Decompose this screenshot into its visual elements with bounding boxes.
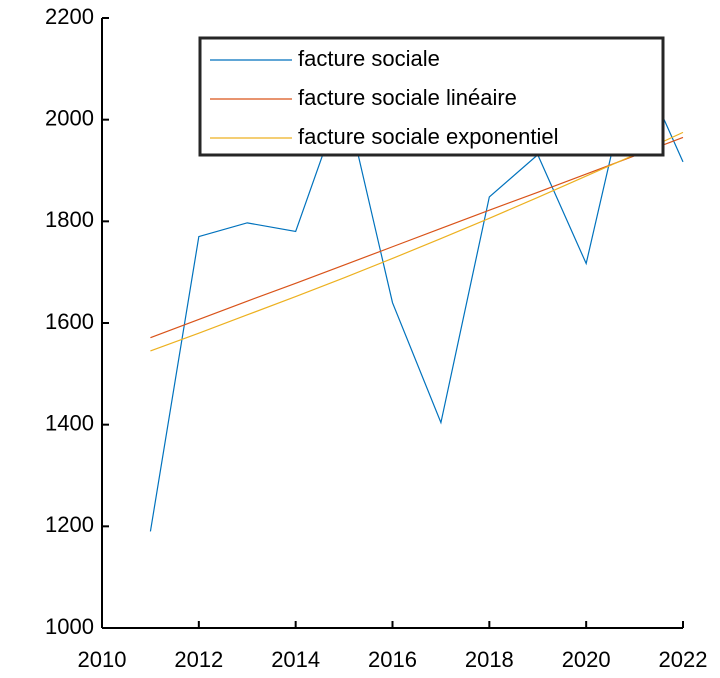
y-tick-label: 1000 bbox=[45, 614, 94, 639]
y-tick-label: 1800 bbox=[45, 207, 94, 232]
y-tick-label: 2200 bbox=[45, 4, 94, 29]
y-tick-label: 1400 bbox=[45, 410, 94, 435]
x-tick-label: 2020 bbox=[562, 647, 611, 672]
legend-label: facture sociale bbox=[298, 46, 440, 71]
legend-box bbox=[198, 36, 665, 157]
series-line bbox=[150, 136, 684, 339]
x-tick-label: 2022 bbox=[659, 647, 708, 672]
x-tick-label: 2012 bbox=[174, 647, 223, 672]
y-tick-label: 1600 bbox=[45, 309, 94, 334]
x-tick-label: 2014 bbox=[271, 647, 320, 672]
series-line bbox=[149, 51, 684, 532]
series-line bbox=[150, 131, 684, 352]
x-tick-label: 2016 bbox=[368, 647, 417, 672]
legend-label: facture sociale linéaire bbox=[298, 85, 517, 110]
x-tick-label: 2010 bbox=[78, 647, 127, 672]
legend-label: facture sociale exponentiel bbox=[298, 124, 559, 149]
y-tick-label: 2000 bbox=[45, 105, 94, 130]
x-tick-label: 2018 bbox=[465, 647, 514, 672]
y-tick-label: 1200 bbox=[45, 512, 94, 537]
